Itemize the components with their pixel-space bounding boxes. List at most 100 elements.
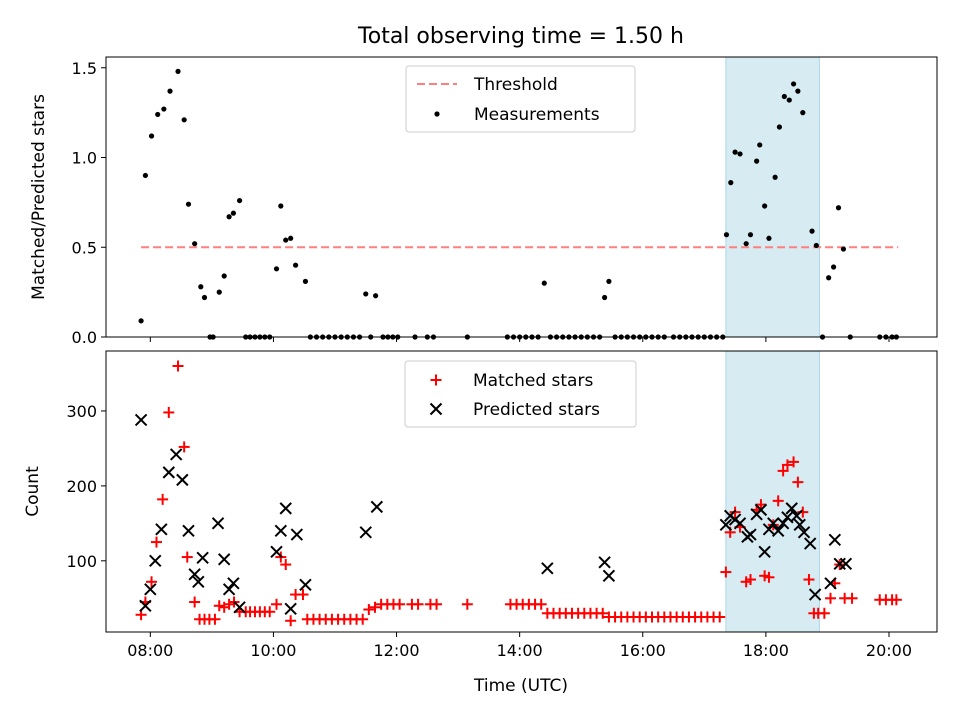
predicted-star-point [719, 518, 733, 532]
measurement-point [288, 235, 294, 241]
matched-star-point [818, 607, 830, 619]
predicted-star-point [733, 517, 747, 530]
x-tick-label: 20:00 [866, 641, 912, 660]
x-tick-label: 18:00 [743, 641, 789, 660]
measurement-point [766, 235, 772, 241]
legend-predicted-label: Predicted stars [473, 400, 600, 420]
matched-star-point [181, 551, 193, 563]
matched-star-point [150, 536, 162, 548]
predicted-star-point [744, 528, 757, 541]
measurement-point [138, 318, 144, 324]
legend-top: Threshold Measurements [405, 65, 636, 133]
predicted-star-point [144, 583, 157, 596]
measurement-point [809, 228, 815, 234]
measurement-point [363, 291, 369, 297]
legend-matched-label: Matched stars [473, 371, 593, 391]
legend-matched-swatch [430, 374, 442, 386]
predicted-star-point [270, 545, 283, 559]
predicted-star-point [233, 601, 246, 614]
x-tick-label: 14:00 [497, 641, 543, 660]
matched-star-point [297, 589, 309, 601]
measurement-point [155, 111, 161, 118]
predicted-star-point [771, 524, 785, 538]
matched-star-point [412, 598, 424, 610]
x-tick-label: 12:00 [373, 641, 419, 660]
measurement-point [230, 210, 237, 216]
measurement-point [373, 293, 379, 299]
measurement-point [732, 149, 738, 155]
matched-star-point [825, 592, 837, 604]
highlight-span [725, 56, 820, 338]
measurement-point [302, 278, 309, 284]
x-tick-label: 10:00 [250, 641, 296, 660]
y-tick-label: 300 [66, 402, 97, 421]
legend-predicted-swatch [429, 402, 443, 416]
measurement-point [541, 280, 547, 286]
measurement-point [790, 81, 797, 87]
x-tick-label: 16:00 [620, 641, 666, 660]
predicted-star-point [284, 602, 297, 615]
predicted-star-point [162, 466, 175, 479]
measurement-point [192, 241, 198, 247]
predicted-star-point [359, 526, 372, 539]
y-tick-label: 0.0 [72, 328, 97, 347]
matched-star-point [369, 601, 381, 613]
predicted-star-point [785, 502, 798, 515]
matched-star-point [803, 574, 815, 586]
y-tick-label: 1.5 [72, 59, 97, 78]
predicted-star-point [754, 503, 768, 517]
predicted-star-point [192, 575, 205, 589]
predicted-star-point [793, 518, 806, 532]
measurement-point [781, 93, 787, 100]
measurement-point [161, 106, 167, 112]
predicted-star-point [541, 562, 554, 575]
axes-frame [105, 56, 938, 338]
measurement-point [221, 273, 227, 279]
legend-threshold-label: Threshold [473, 75, 558, 95]
matched-star-point [209, 613, 221, 625]
matched-star-point [157, 493, 169, 505]
measurement-point [175, 68, 181, 74]
measurement-point [278, 203, 284, 209]
predicted-star-point [134, 413, 148, 427]
matched-star-point [357, 613, 369, 625]
legend-bottom: Matched stars Predicted stars [404, 360, 637, 428]
measurement-point [148, 133, 155, 139]
measurement-point [185, 201, 192, 207]
predicted-star-point [196, 551, 209, 565]
matched-star-point [163, 406, 175, 418]
predicted-star-point [808, 588, 822, 601]
matched-star-point [597, 607, 609, 619]
predicted-star-point [176, 473, 189, 487]
matched-star-point [461, 598, 473, 610]
measurement-point [728, 180, 734, 186]
matched-star-point [363, 604, 375, 616]
measurement-point [226, 214, 232, 220]
matched-star-point [720, 566, 732, 578]
measurement-point [754, 158, 760, 164]
measurement-point [743, 241, 749, 247]
matched-star-point [394, 598, 406, 610]
measurement-point [747, 232, 754, 238]
predicted-star-point [279, 502, 292, 515]
matched-star-point [280, 559, 292, 571]
matched-star-point [777, 465, 789, 477]
matched-star-point [213, 600, 225, 612]
predicted-star-point [155, 523, 168, 536]
matched-star-point [146, 576, 158, 588]
predicted-star-point [188, 568, 201, 581]
predicted-star-point [274, 524, 288, 538]
matched-star-point [285, 615, 297, 627]
y-tick-label: 100 [66, 552, 97, 571]
matched-star-point [431, 598, 443, 610]
top-panel: 0.0 0.5 1.0 1.5 Matched/Predicted stars Thres… [29, 56, 938, 347]
predicted-star-point [839, 557, 853, 571]
y-tick-label: 1.0 [72, 149, 97, 168]
y-tick-label: 0.5 [72, 238, 97, 257]
measurement-point [830, 264, 837, 270]
highlight-span [725, 350, 820, 633]
predicted-star-point [227, 577, 240, 590]
x-tick-label: 08:00 [127, 641, 173, 660]
measurement-point [198, 284, 204, 290]
